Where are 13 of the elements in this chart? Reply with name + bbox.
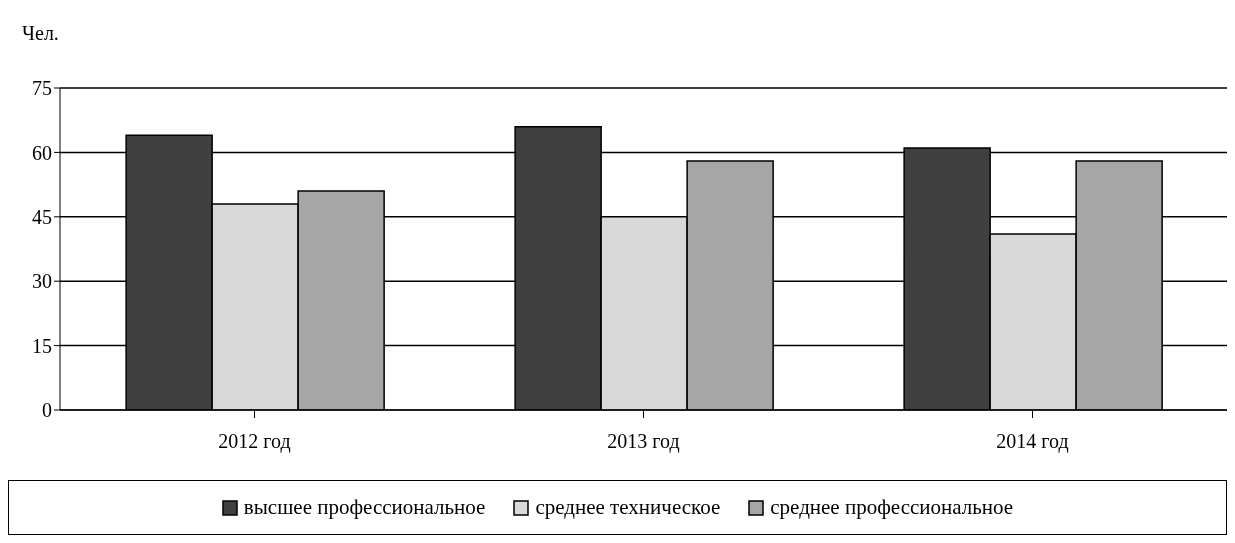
y-axis-title: Чел. (22, 22, 59, 45)
x-tick-label: 2013 год (607, 430, 680, 454)
y-tick-label: 45 (32, 205, 52, 228)
y-tick-label: 60 (32, 141, 52, 164)
legend-label: среднее техническое (535, 495, 721, 520)
x-tick-label: 2014 год (996, 430, 1069, 454)
y-tick-label: 0 (42, 399, 52, 422)
y-tick-label: 30 (32, 270, 52, 293)
y-tick-label: 75 (32, 77, 52, 100)
y-tick-label: 15 (32, 334, 52, 357)
x-tick-label: 2012 год (218, 430, 291, 454)
legend-label: среднее профессиональное (770, 495, 1014, 520)
legend-label: высшее профессиональное (243, 495, 486, 520)
